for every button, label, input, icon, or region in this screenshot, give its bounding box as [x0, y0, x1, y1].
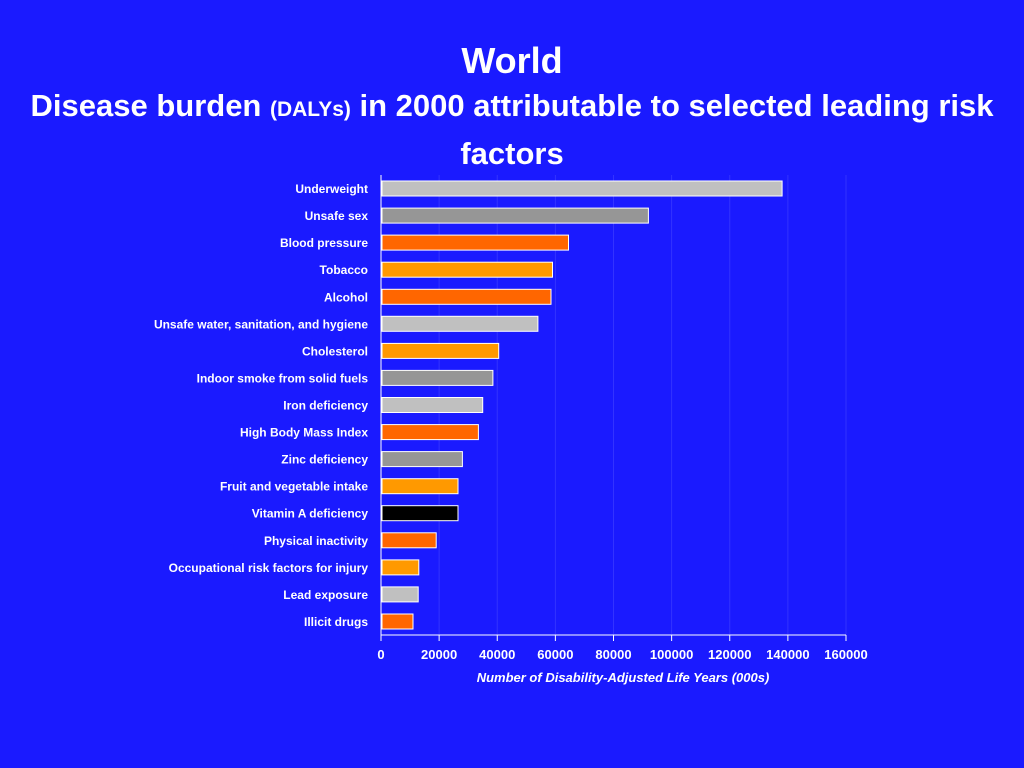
- bar: [381, 451, 463, 468]
- bar: [381, 369, 494, 386]
- x-tick-label: 160000: [824, 647, 867, 662]
- bar: [381, 207, 649, 224]
- category-label: Blood pressure: [280, 236, 368, 250]
- bar: [381, 613, 414, 630]
- x-tick-labels: 0 20000 40000 60000 80000 100000 120000 140000 1…: [377, 647, 867, 662]
- bar: [381, 342, 500, 359]
- title-line-2-suffix: in 2000 attributable to selected leading…: [350, 88, 994, 123]
- category-label: Cholesterol: [302, 344, 368, 358]
- x-tick-label: 60000: [537, 647, 573, 662]
- bar: [381, 478, 459, 495]
- title-line-3: factors: [460, 136, 564, 171]
- category-labels: Underweight Unsafe sex Blood pressure Tobac…: [154, 182, 368, 629]
- category-label: Physical inactivity: [264, 534, 368, 548]
- bar: [381, 397, 484, 413]
- bar: [381, 559, 420, 576]
- bar: [381, 586, 419, 603]
- title-line-2-prefix: Disease burden: [30, 88, 270, 123]
- bar: [381, 180, 783, 197]
- x-axis-label: Number of Disability-Adjusted Life Years…: [477, 670, 770, 685]
- bar: [381, 315, 539, 332]
- category-label: Underweight: [295, 182, 368, 196]
- x-tick-label: 80000: [595, 647, 631, 662]
- x-tick-label: 140000: [766, 647, 809, 662]
- bar: [381, 424, 479, 441]
- bar: [381, 261, 553, 278]
- x-tick-label: 40000: [479, 647, 515, 662]
- category-label: Illicit drugs: [304, 615, 368, 629]
- title-line-2: Disease burden (DALYs) in 2000 attributa…: [0, 84, 1024, 132]
- bar: [381, 505, 459, 522]
- x-tick-label: 20000: [421, 647, 457, 662]
- bar: [381, 532, 437, 549]
- x-tick-label: 0: [377, 647, 384, 662]
- category-label: Tobacco: [320, 263, 368, 277]
- category-label: Alcohol: [324, 290, 368, 304]
- gridlines: [438, 175, 847, 635]
- category-label: Unsafe water, sanitation, and hygiene: [154, 317, 368, 331]
- category-label: Iron deficiency: [283, 399, 368, 413]
- title-line-1: World: [461, 40, 563, 81]
- bar: [381, 234, 569, 251]
- x-tick-label: 100000: [650, 647, 693, 662]
- category-label: Fruit and vegetable intake: [220, 480, 368, 494]
- category-label: Unsafe sex: [305, 209, 369, 223]
- category-label: Lead exposure: [283, 588, 368, 602]
- category-label: Vitamin A deficiency: [252, 507, 369, 521]
- x-tick-label: 120000: [708, 647, 751, 662]
- category-label: High Body Mass Index: [240, 426, 368, 440]
- bars: [381, 180, 783, 630]
- chart-title: World Disease burden (DALYs) in 2000 att…: [0, 38, 1024, 176]
- category-label: Indoor smoke from solid fuels: [197, 371, 369, 385]
- category-label: Occupational risk factors for injury: [169, 561, 369, 575]
- category-label: Zinc deficiency: [281, 453, 368, 467]
- axes: [380, 175, 847, 641]
- title-line-2-small: (DALYs): [269, 98, 351, 121]
- bar: [381, 288, 552, 305]
